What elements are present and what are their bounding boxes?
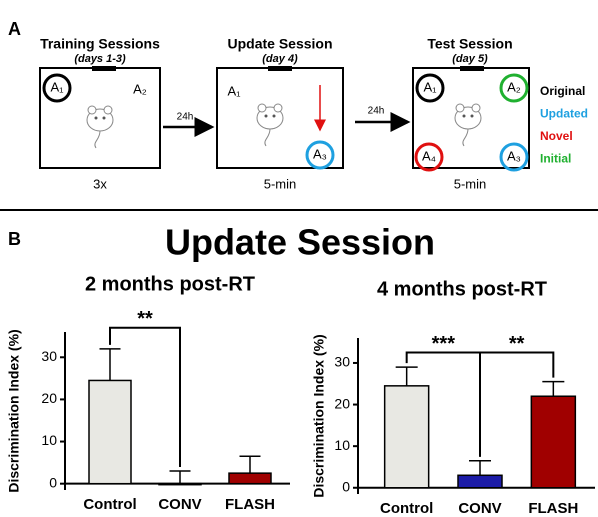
y-tick-label: 20 <box>41 390 57 406</box>
session-title: Test Session <box>427 36 512 52</box>
object-label: A₂ <box>133 81 147 96</box>
bar <box>531 396 575 488</box>
y-tick-label: 0 <box>342 478 350 494</box>
object-label: A₁ <box>423 79 437 94</box>
cue <box>460 66 484 71</box>
duration: 5-min <box>454 176 487 191</box>
object-label: A₂ <box>507 79 521 94</box>
error-bar <box>396 367 418 386</box>
duration: 5-min <box>264 176 297 191</box>
duration: 3x <box>93 176 107 191</box>
object-label: A₄ <box>422 148 436 163</box>
object-label: A₁ <box>227 83 241 98</box>
bar <box>89 380 131 483</box>
bar <box>385 386 429 488</box>
panel-title: Update Session <box>165 222 435 263</box>
session-days: (day 5) <box>452 53 488 65</box>
x-tick-label: CONV <box>458 500 501 517</box>
panel-label: A <box>8 19 21 39</box>
chart-title: 4 months post-RT <box>377 278 547 300</box>
chart-title: 2 months post-RT <box>85 273 255 295</box>
y-tick-label: 10 <box>41 432 57 448</box>
error-bar <box>100 349 121 381</box>
y-tick-label: 0 <box>49 474 57 490</box>
x-tick-label: CONV <box>158 496 201 513</box>
x-tick-label: Control <box>83 496 136 513</box>
significance-label: ** <box>509 333 525 355</box>
object-label: A₃ <box>507 148 521 163</box>
session-title: Training Sessions <box>40 36 160 52</box>
legend-entry: Novel <box>540 129 573 143</box>
figure: A Training Sessions (days 1-3) A₁ A₂ 3x … <box>0 0 598 517</box>
legend-entry: Updated <box>540 107 588 121</box>
error-bar <box>170 471 191 484</box>
error-bar <box>469 461 491 476</box>
y-axis-label: Discrimination Index (%) <box>311 334 327 497</box>
bar <box>229 473 271 484</box>
cue <box>268 66 292 71</box>
object-label: A₁ <box>50 79 64 94</box>
session-days: (day 4) <box>262 53 298 65</box>
bar <box>159 484 201 485</box>
session-title: Update Session <box>227 36 332 52</box>
bar <box>458 475 502 487</box>
session-days: (days 1-3) <box>74 53 126 65</box>
delay: 24h <box>368 106 385 117</box>
error-bar <box>240 456 261 473</box>
y-axis-label: Discrimination Index (%) <box>6 329 22 492</box>
legend-entry: Initial <box>540 152 571 166</box>
significance-label: ** <box>137 308 153 330</box>
mouse-icon <box>455 104 481 146</box>
y-tick-label: 30 <box>334 354 350 370</box>
x-tick-label: FLASH <box>528 500 578 517</box>
delay: 24h <box>177 112 194 123</box>
cue <box>92 66 116 71</box>
significance-label: *** <box>432 333 456 355</box>
error-bar <box>542 382 564 397</box>
y-tick-label: 20 <box>334 395 350 411</box>
y-tick-label: 10 <box>334 437 350 453</box>
panel-label: B <box>8 229 21 249</box>
object-label: A₃ <box>313 146 327 161</box>
mouse-icon <box>87 106 113 148</box>
x-tick-label: Control <box>380 500 433 517</box>
mouse-icon <box>257 104 283 146</box>
legend-entry: Original <box>540 84 585 98</box>
y-tick-label: 30 <box>41 348 57 364</box>
x-tick-label: FLASH <box>225 496 275 513</box>
